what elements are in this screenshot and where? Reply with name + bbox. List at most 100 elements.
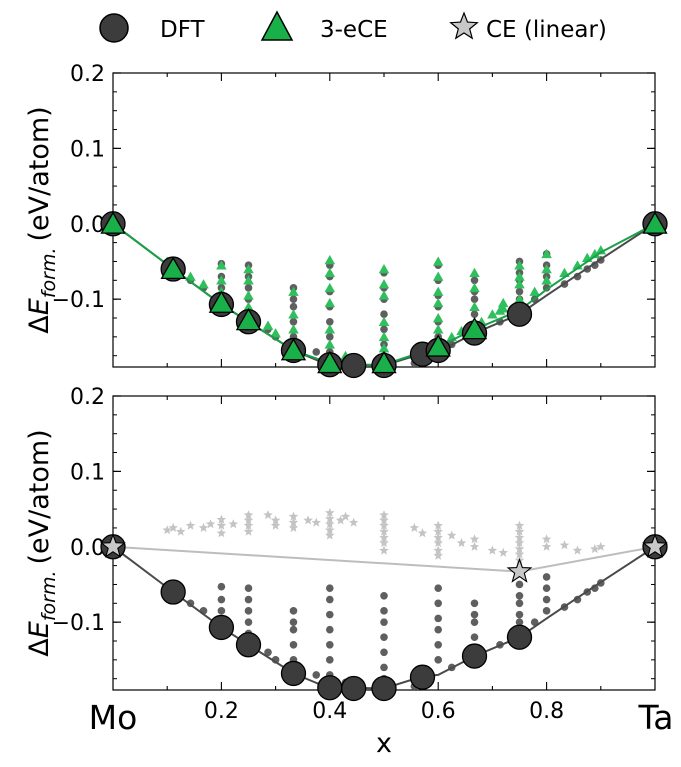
ce-scatter-point xyxy=(311,517,321,527)
ece-ground-state xyxy=(371,350,397,374)
ce-scatter-point xyxy=(243,510,254,520)
ece-scatter-point xyxy=(432,271,444,281)
ce-scatter-point xyxy=(379,526,389,536)
ce-scatter-point xyxy=(514,520,525,530)
ece-scatter-point xyxy=(432,256,444,266)
dft-scatter-point xyxy=(312,348,321,356)
dft-scatter-point xyxy=(434,625,443,634)
ce-scatter-point xyxy=(168,522,178,532)
ece-scatter-point xyxy=(378,290,390,300)
ece-scatter-point xyxy=(469,267,480,278)
ece-scatter-point xyxy=(529,286,540,296)
dft-scatter-point xyxy=(542,595,551,604)
legend-label-ce-linear: CE (linear) xyxy=(486,17,607,43)
ce-scatter-point xyxy=(379,515,389,525)
ece-scatter-point xyxy=(487,309,498,319)
ce-scatter-point xyxy=(243,520,254,530)
x-end-label-mo: Mo xyxy=(89,698,138,737)
ece-scatter-point xyxy=(378,343,390,353)
dft-scatter-point xyxy=(244,607,253,615)
dft-scatter-point xyxy=(326,610,334,619)
ce-scatter-point xyxy=(325,530,335,540)
ece-scatter-point xyxy=(288,309,299,319)
dft-scatter-point xyxy=(244,595,253,604)
dft-scatter-point xyxy=(326,656,334,664)
ce-scatter-point xyxy=(514,532,525,542)
dft-scatter-point xyxy=(515,610,524,619)
bottom-panel: 0.2 0.1 0.0 −0.1 0.2 0.4 0.6 0.8 ΔEform.(eV/ato… xyxy=(24,385,673,759)
ece-scatter-point xyxy=(324,339,336,349)
ece-scatter-point xyxy=(243,290,254,300)
ce-scatter-point xyxy=(216,514,227,524)
ce-scatter-point xyxy=(205,519,216,529)
dft-scatter-point xyxy=(312,671,321,679)
ce-ground-state xyxy=(506,557,533,583)
ce-scatter-point xyxy=(590,544,600,554)
dft-scatter-point xyxy=(289,302,298,311)
ece-scatter-point xyxy=(432,324,444,334)
top-y-tick-label: 0.2 xyxy=(70,62,105,87)
ce-scatter-point xyxy=(176,526,186,536)
ece-scatter-point xyxy=(432,297,444,308)
ce-scatter-point xyxy=(348,517,359,527)
dft-ground-state xyxy=(235,632,262,658)
ece-scatter-point xyxy=(378,331,390,342)
legend-label-dft: DFT xyxy=(160,17,206,43)
bottom-y-axis-title: ΔEform.(eV/atom) xyxy=(24,429,60,656)
dft-scatter-point xyxy=(515,618,524,626)
ce-scatter-point xyxy=(335,515,346,525)
dft-scatter-point xyxy=(380,310,388,319)
ce-scatter-point xyxy=(270,520,281,530)
ece-scatter-point xyxy=(432,286,444,296)
ce-scatter-point xyxy=(288,511,299,521)
bottom-x-tick-label: 0.2 xyxy=(204,699,239,724)
ece-ground-state xyxy=(160,256,186,280)
dft-scatter-point xyxy=(434,656,443,664)
x-axis-title: x xyxy=(376,728,392,759)
ce-scatter-point xyxy=(559,540,570,550)
ce-scatter-point xyxy=(263,510,273,520)
ece-scatter-point xyxy=(541,248,552,259)
ce-scatter-point xyxy=(243,526,254,536)
dft-scatter-point xyxy=(434,599,443,608)
ece-scatter-point xyxy=(288,324,299,334)
dft-scatter-point xyxy=(470,310,479,319)
dft-scatter-point xyxy=(289,618,298,626)
legend-label-3ece: 3-eCE xyxy=(320,17,388,43)
dft-scatter-point xyxy=(380,618,388,626)
dft-scatter-point xyxy=(289,295,298,303)
top-panel: 0.2 0.1 0.0 −0.1 ΔEform.(eV/atom) xyxy=(24,62,668,379)
ece-scatter-point xyxy=(541,275,552,285)
dft-scatter-point xyxy=(326,625,334,634)
ce-scatter-point xyxy=(456,538,467,547)
ce-ground-state xyxy=(100,533,126,558)
dft-ground-state xyxy=(280,660,307,687)
ece-scatter-point xyxy=(216,260,227,270)
legend: DFT 3-eCE CE (linear) xyxy=(99,10,607,43)
ece-scatter-point xyxy=(270,328,281,338)
ce-scatter-point xyxy=(325,519,335,529)
dft-scatter-point xyxy=(217,595,226,604)
dft-ground-state xyxy=(317,675,343,701)
ce-scatter-point xyxy=(572,545,583,555)
ce-scatter-point xyxy=(541,541,552,551)
dft-scatter-point xyxy=(515,287,524,296)
dft-scatter-point xyxy=(434,640,443,649)
dft-ground-state xyxy=(461,643,488,669)
dft-ground-state xyxy=(506,624,533,650)
bottom-y-tick-label: 0.0 xyxy=(70,536,105,561)
dft-scatter-point xyxy=(289,317,298,326)
ce-scatter-point xyxy=(185,520,196,530)
dft-ground-state xyxy=(506,301,533,327)
ce-scatter-point xyxy=(433,520,443,530)
ce-scatter-point xyxy=(198,522,209,532)
ce-scatter-point xyxy=(487,545,498,555)
dft-scatter-point xyxy=(542,607,551,615)
dft-ground-state xyxy=(409,664,436,690)
bottom-x-tick-label: 0.8 xyxy=(529,699,564,724)
x-end-label-ta: Ta xyxy=(638,698,674,737)
ce-scatter-point xyxy=(514,549,525,559)
ce-scatter-point xyxy=(303,515,313,525)
ce-scatter-point xyxy=(288,517,299,527)
top-panel-ticks: 0.2 0.1 0.0 −0.1 xyxy=(52,62,655,367)
